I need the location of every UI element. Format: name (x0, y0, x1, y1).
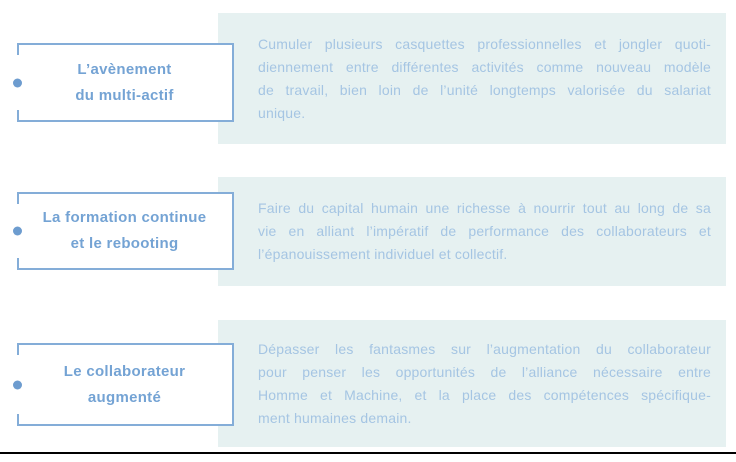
bullet-dot-icon (13, 380, 22, 389)
topic-title-line: augmenté (87, 388, 162, 406)
topic-title-line: La formation continue (42, 209, 207, 226)
body-text-line: ment humaines demain. (258, 409, 412, 426)
page-bottom-border (0, 452, 736, 454)
body-text-line: vie en alliant l’impératif de performanc… (258, 223, 711, 239)
body-text-line: Cumuler plusieurs casquettes professionn… (258, 35, 711, 52)
topic-title-line: L’avènement (77, 60, 172, 78)
description-panel-1: Cumuler plusieurs casquettes professionn… (218, 13, 726, 144)
body-text-line: Dépasser les fantasmes sur l’augmentatio… (258, 340, 711, 357)
body-text-line: pour penser les opportunités de l’allian… (258, 363, 711, 380)
body-text-line: de travail, bien loin de l’unité longtem… (258, 81, 711, 98)
topic-title-line: et le rebooting (70, 235, 179, 252)
topic-label-box-1: L’avènement du multi-actif (13, 43, 234, 122)
body-text-line: unique. (258, 104, 306, 121)
body-text-line: Homme et Machine, et la place des compét… (258, 386, 711, 403)
description-panel-2: Faire du capital humain une richesse à n… (218, 177, 726, 286)
body-text-line: Faire du capital humain une richesse à n… (258, 200, 711, 216)
description-panel-3: Dépasser les fantasmes sur l’augmentatio… (218, 320, 726, 447)
topic-label-box-3: Le collaborateur augmenté (13, 343, 234, 426)
bullet-dot-icon (13, 78, 22, 87)
topic-title-line: Le collaborateur (63, 362, 186, 380)
body-text-line: diennement entre différentes activités c… (258, 58, 711, 75)
topic-title-line: du multi-actif (75, 86, 174, 104)
body-text-line: l’épanouissement individuel et collectif… (258, 246, 508, 262)
topic-label-box-2: La formation continue et le rebooting (13, 192, 234, 270)
bullet-dot-icon (13, 226, 22, 236)
